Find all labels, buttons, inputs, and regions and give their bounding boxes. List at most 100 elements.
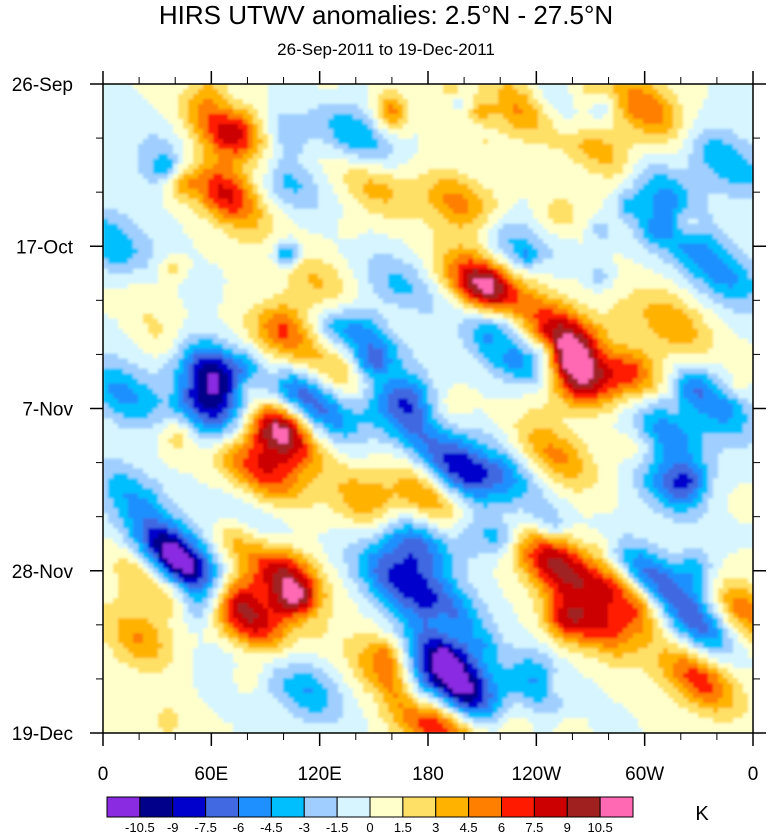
field-cell [568, 118, 574, 125]
field-cell [328, 88, 334, 95]
field-cell [653, 133, 659, 140]
field-cell [533, 238, 539, 245]
field-cell [723, 143, 729, 150]
field-cell [378, 98, 384, 105]
field-cell [328, 258, 334, 265]
field-cell [383, 188, 389, 195]
field-cell [578, 168, 584, 175]
field-cell [588, 178, 594, 185]
field-cell [138, 168, 144, 175]
field-cell [518, 153, 524, 160]
field-cell [543, 243, 549, 250]
field-cell [213, 233, 219, 240]
field-cell [298, 108, 304, 115]
field-cell [553, 208, 559, 215]
field-cell [388, 193, 394, 200]
field-cell [558, 168, 564, 175]
field-cell [373, 228, 379, 235]
field-cell [703, 238, 709, 245]
field-cell [108, 128, 114, 135]
field-cell [148, 273, 154, 280]
field-cell [538, 263, 544, 270]
field-cell [248, 273, 254, 280]
field-cell [538, 248, 544, 255]
field-cell [433, 203, 439, 210]
field-cell [613, 133, 619, 140]
field-cell [748, 133, 753, 140]
field-cell [323, 138, 329, 145]
field-cell [368, 208, 374, 215]
field-cell [108, 243, 114, 250]
field-cell [718, 93, 724, 100]
field-cell [403, 158, 409, 165]
field-cell [493, 183, 499, 190]
field-cell [188, 173, 194, 180]
field-cell [613, 93, 619, 100]
field-cell [178, 208, 184, 215]
field-cell [233, 158, 239, 165]
field-cell [218, 103, 224, 110]
field-cell [738, 138, 744, 145]
field-cell [708, 168, 714, 175]
field-cell [143, 133, 149, 140]
field-cell [213, 93, 219, 100]
field-cell [223, 228, 229, 235]
field-cell [143, 138, 149, 145]
field-cell [598, 183, 604, 190]
field-cell [683, 173, 689, 180]
field-cell [563, 263, 569, 270]
field-cell [278, 163, 284, 170]
field-cell [518, 103, 524, 110]
field-cell [493, 248, 499, 255]
field-cell [703, 168, 709, 175]
field-cell [348, 153, 354, 160]
field-cell [368, 268, 374, 275]
field-cell [703, 88, 709, 95]
field-cell [468, 228, 474, 235]
field-cell [353, 128, 359, 135]
field-cell [528, 93, 534, 100]
field-cell [708, 123, 714, 130]
field-cell [513, 238, 519, 245]
field-cell [238, 138, 244, 145]
field-cell [568, 108, 574, 115]
field-cell [653, 213, 659, 220]
field-cell [158, 188, 164, 195]
field-cell [633, 118, 639, 125]
field-cell [133, 138, 139, 145]
field-cell [478, 143, 484, 150]
field-cell [393, 88, 399, 95]
field-cell [628, 268, 634, 275]
field-cell [453, 228, 459, 235]
field-cell [103, 138, 109, 145]
field-cell [458, 193, 464, 200]
field-cell [518, 208, 524, 215]
field-cell [558, 218, 564, 225]
field-cell [233, 263, 239, 270]
field-cell [693, 123, 699, 130]
field-cell [103, 258, 109, 265]
field-cell [343, 93, 349, 100]
field-cell [673, 108, 679, 115]
field-cell [588, 228, 594, 235]
field-cell [333, 108, 339, 115]
field-cell [203, 173, 209, 180]
field-cell [288, 198, 294, 205]
field-cell [543, 128, 549, 135]
field-cell [198, 208, 204, 215]
field-cell [133, 84, 139, 90]
field-cell [623, 168, 629, 175]
field-cell [438, 183, 444, 190]
field-cell [548, 103, 554, 110]
field-cell [603, 84, 609, 90]
field-cell [703, 193, 709, 200]
field-cell [543, 118, 549, 125]
field-cell [578, 228, 584, 235]
field-cell [503, 268, 509, 275]
field-cell [573, 133, 579, 140]
field-cell [118, 193, 124, 200]
field-cell [428, 228, 434, 235]
field-cell [628, 173, 634, 180]
field-cell [228, 128, 234, 135]
field-cell [503, 84, 509, 90]
